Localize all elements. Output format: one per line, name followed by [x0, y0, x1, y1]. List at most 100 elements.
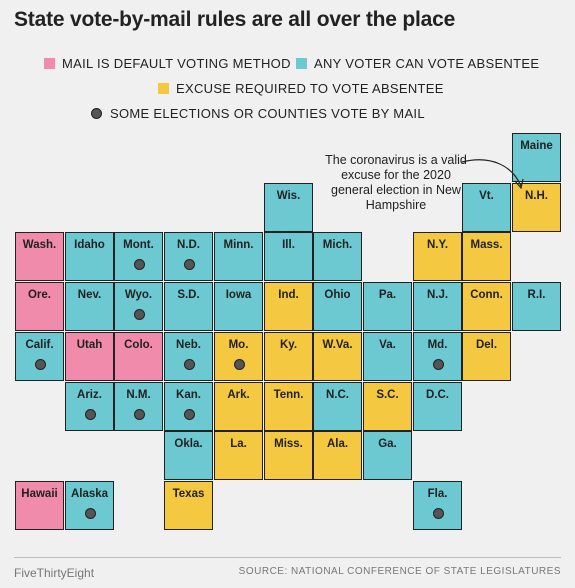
state-tile-nh: N.H. — [512, 183, 561, 232]
state-abbr: W.Va. — [322, 339, 353, 351]
vote-by-mail-dot-icon — [184, 359, 195, 370]
state-abbr: Iowa — [225, 289, 252, 301]
vote-by-mail-dot-icon — [433, 508, 444, 519]
state-tile-ala: Ala. — [313, 431, 362, 480]
state-abbr: Tenn. — [273, 389, 304, 401]
legend-label-excuse: EXCUSE REQUIRED TO VOTE ABSENTEE — [176, 81, 444, 96]
state-tile-sc: S.C. — [363, 382, 412, 431]
vote-by-mail-dot-icon — [184, 409, 195, 420]
state-abbr: Okla. — [174, 438, 203, 450]
state-abbr: Wis. — [276, 190, 301, 202]
state-abbr: Ky. — [279, 339, 298, 351]
nh-annotation: The coronavirus is a valid excuse for th… — [325, 153, 467, 212]
legend-dot-icon — [91, 108, 102, 119]
state-abbr: Idaho — [74, 239, 105, 251]
state-tile-conn: Conn. — [462, 282, 511, 331]
vote-by-mail-dot-icon — [134, 309, 145, 320]
vote-by-mail-dot-icon — [134, 259, 145, 270]
state-tile-wis: Wis. — [264, 183, 313, 232]
legend-label-any: ANY VOTER CAN VOTE ABSENTEE — [314, 56, 540, 71]
state-abbr: Mo. — [228, 339, 249, 351]
state-tile-mich: Mich. — [313, 232, 362, 281]
state-abbr: Hawaii — [21, 488, 58, 500]
state-tile-mass: Mass. — [462, 232, 511, 281]
state-tile-sd: S.D. — [164, 282, 213, 331]
state-tile-ariz: Ariz. — [65, 382, 114, 431]
state-abbr: N.M. — [126, 389, 151, 401]
state-tile-nm: N.M. — [114, 382, 163, 431]
state-tile-idaho: Idaho — [65, 232, 114, 281]
state-tile-wva: W.Va. — [313, 332, 362, 381]
state-tile-pa: Pa. — [363, 282, 412, 331]
state-abbr: S.D. — [177, 289, 200, 301]
state-tile-del: Del. — [462, 332, 511, 381]
state-tile-ri: R.I. — [512, 282, 561, 331]
state-abbr: Maine — [520, 140, 553, 152]
state-abbr: Ark. — [227, 389, 250, 401]
state-tile-colo: Colo. — [114, 332, 163, 381]
legend-label-default: MAIL IS DEFAULT VOTING METHOD — [62, 56, 291, 71]
state-abbr: Ill. — [282, 239, 295, 251]
state-tile-ore: Ore. — [15, 282, 64, 331]
state-tile-alaska: Alaska — [65, 481, 114, 530]
legend-swatch-excuse — [158, 83, 169, 94]
state-tile-nd: N.D. — [164, 232, 213, 281]
state-abbr: Pa. — [378, 289, 397, 301]
state-abbr: N.H. — [525, 190, 548, 202]
state-tile-nev: Nev. — [65, 282, 114, 331]
state-tile-ohio: Ohio — [313, 282, 362, 331]
state-tile-nj: N.J. — [413, 282, 462, 331]
state-abbr: Neb. — [176, 339, 201, 351]
state-tile-okla: Okla. — [164, 431, 213, 480]
state-abbr: Mich. — [322, 239, 353, 251]
state-abbr: Texas — [172, 488, 205, 500]
chart-title: State vote-by-mail rules are all over th… — [14, 8, 456, 31]
vote-by-mail-dot-icon — [234, 359, 245, 370]
state-abbr: Del. — [475, 339, 498, 351]
source-credit: SOURCE: NATIONAL CONFERENCE OF STATE LEG… — [238, 566, 561, 577]
state-abbr: Nev. — [77, 289, 102, 301]
state-abbr: S.C. — [376, 389, 399, 401]
state-tile-ny: N.Y. — [413, 232, 462, 281]
legend-swatch-any — [296, 58, 307, 69]
state-abbr: Ind. — [278, 289, 299, 301]
state-abbr: Ariz. — [77, 389, 102, 401]
state-abbr: R.I. — [527, 289, 546, 301]
state-abbr: Ore. — [27, 289, 51, 301]
state-tile-hawaii: Hawaii — [15, 481, 64, 530]
state-tile-tenn: Tenn. — [264, 382, 313, 431]
state-tile-md: Md. — [413, 332, 462, 381]
state-abbr: Mont. — [123, 239, 154, 251]
vote-by-mail-dot-icon — [433, 359, 444, 370]
state-abbr: N.D. — [177, 239, 200, 251]
legend-swatch-default — [44, 58, 55, 69]
state-tile-wyo: Wyo. — [114, 282, 163, 331]
vote-by-mail-dot-icon — [85, 409, 96, 420]
state-abbr: N.J. — [426, 289, 449, 301]
vote-by-mail-dot-icon — [134, 409, 145, 420]
state-tile-kan: Kan. — [164, 382, 213, 431]
vote-by-mail-dot-icon — [184, 259, 195, 270]
state-abbr: Ga. — [378, 438, 397, 450]
state-tile-ark: Ark. — [214, 382, 263, 431]
state-abbr: Wash. — [22, 239, 57, 251]
state-tile-ind: Ind. — [264, 282, 313, 331]
legend-item-any: ANY VOTER CAN VOTE ABSENTEE — [296, 56, 539, 71]
legend-item-default: MAIL IS DEFAULT VOTING METHOD — [44, 56, 291, 71]
state-tile-calif: Calif. — [15, 332, 64, 381]
state-abbr: Conn. — [470, 289, 503, 301]
vote-by-mail-dot-icon — [35, 359, 46, 370]
state-tile-utah: Utah — [65, 332, 114, 381]
state-abbr: Ala. — [326, 438, 349, 450]
state-tile-iowa: Iowa — [214, 282, 263, 331]
state-tile-mo: Mo. — [214, 332, 263, 381]
state-tile-mont: Mont. — [114, 232, 163, 281]
state-tile-nc: N.C. — [313, 382, 362, 431]
state-tile-ill: Ill. — [264, 232, 313, 281]
state-abbr: Kan. — [176, 389, 201, 401]
state-tile-fla: Fla. — [413, 481, 462, 530]
state-abbr: Md. — [427, 339, 448, 351]
state-abbr: Vt. — [479, 190, 494, 202]
state-abbr: Utah — [76, 339, 103, 351]
state-abbr: Va. — [379, 339, 396, 351]
